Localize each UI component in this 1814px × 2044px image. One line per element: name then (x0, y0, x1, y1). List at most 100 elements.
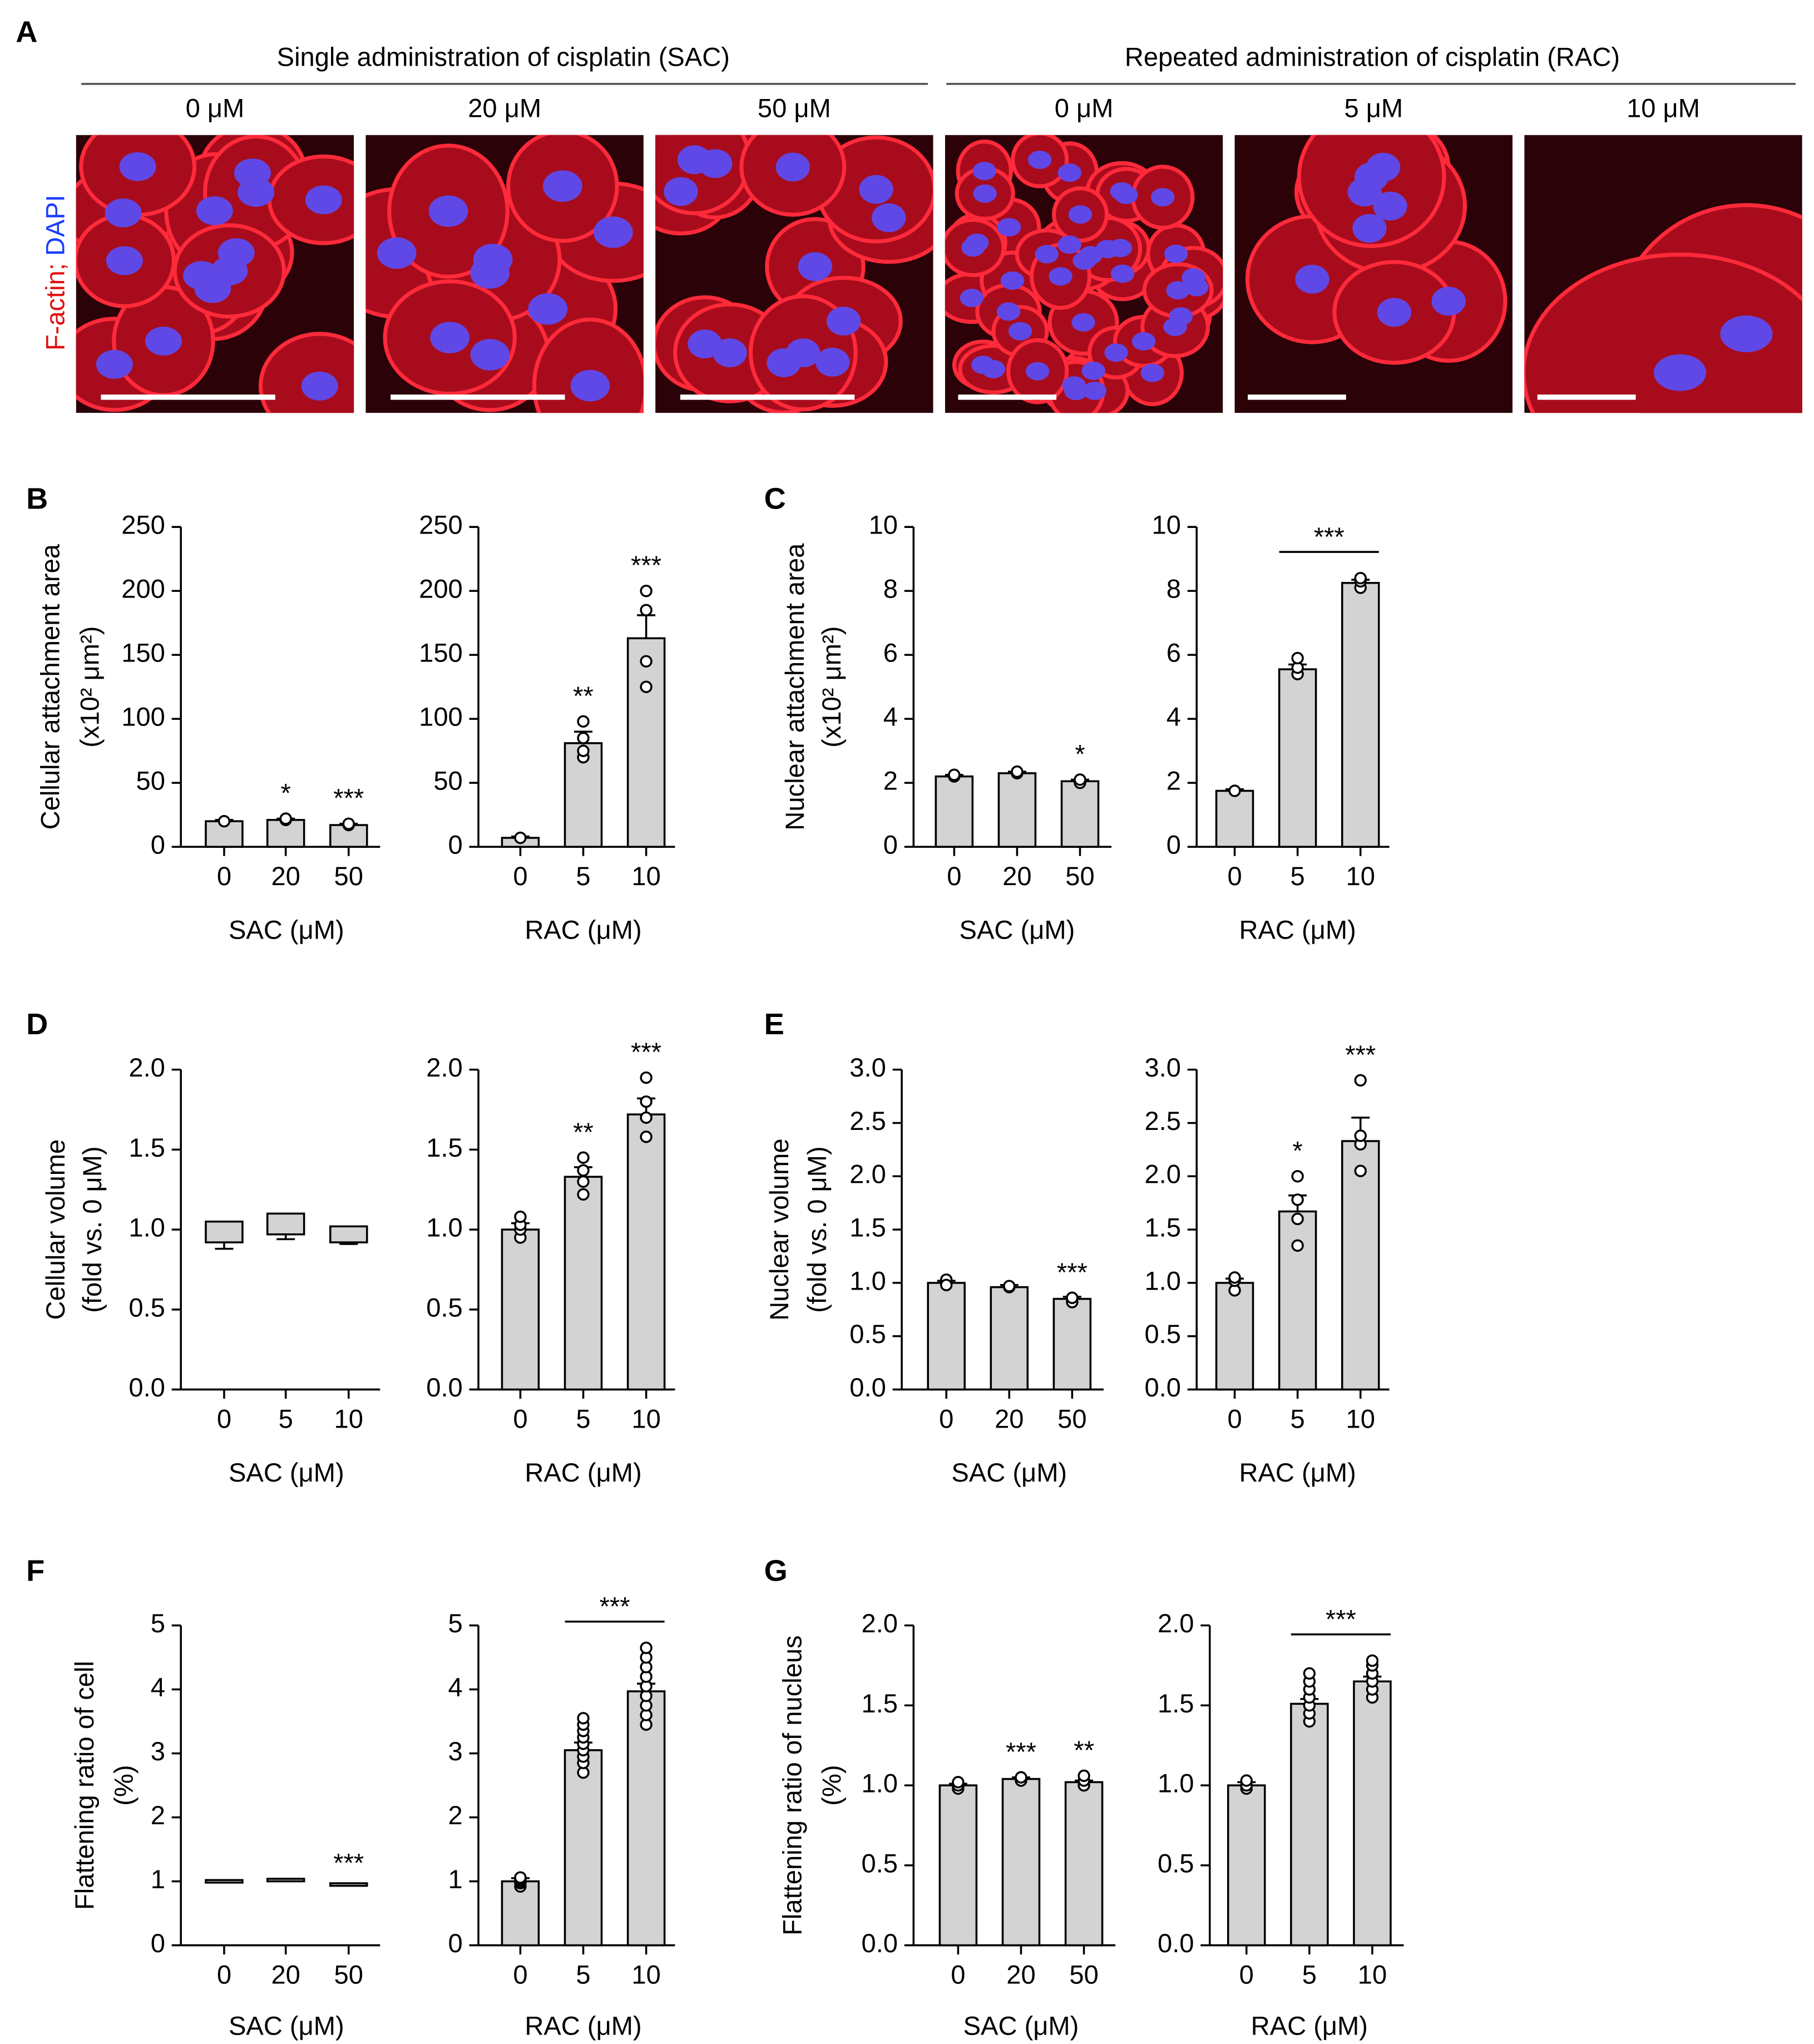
bar (1064, 1781, 1104, 1947)
nucleus (1373, 191, 1407, 221)
y-tick-label: 100 (121, 702, 165, 732)
nucleus (1008, 322, 1032, 340)
nucleus (972, 161, 996, 180)
y-tick-label: 3.0 (1144, 1053, 1181, 1082)
scale-bar (101, 394, 275, 400)
y-tick-label: 2.0 (849, 1159, 886, 1189)
significance: *** (1006, 1737, 1036, 1766)
nucleus (1352, 214, 1387, 243)
significance: ** (573, 681, 594, 710)
y-tick-label: 1.0 (128, 1213, 165, 1242)
dose-label: 20 μM (468, 93, 541, 122)
data-point (577, 732, 590, 744)
nucleus (664, 177, 698, 206)
nucleus (211, 256, 248, 285)
bar (1290, 1702, 1329, 1947)
bar (997, 772, 1037, 848)
y-axis-label: Flattening ratio of cell (70, 1661, 99, 1910)
nucleus (1114, 185, 1138, 204)
y-tick-label: 0 (448, 830, 463, 860)
y-tick-label: 50 (433, 766, 462, 796)
data-point (640, 604, 653, 616)
nucleus (1083, 382, 1107, 401)
x-tick-label: 10 (334, 1404, 363, 1434)
data-point (514, 1871, 527, 1884)
data-point (952, 1776, 965, 1789)
y-axis-label: (x10² μm²) (75, 626, 104, 748)
nucleus (428, 195, 468, 227)
nucleus (786, 338, 820, 368)
nucleus (872, 203, 906, 233)
significance: *** (631, 550, 661, 580)
data-point (1303, 1667, 1316, 1680)
data-point (940, 1278, 953, 1291)
nucleus (594, 216, 633, 248)
y-tick-label: 1.5 (128, 1133, 165, 1162)
x-axis-label: SAC (μM) (963, 2011, 1079, 2040)
significance: ** (573, 1117, 594, 1147)
y-tick-label: 1.5 (1158, 1688, 1194, 1718)
data-point (577, 1151, 590, 1164)
significance: *** (333, 783, 364, 813)
y-tick-label: 2.0 (1158, 1608, 1194, 1638)
y-tick-label: 2.0 (862, 1608, 898, 1638)
bar (1215, 789, 1254, 848)
x-tick-label: 5 (576, 861, 590, 891)
nucleus (1071, 313, 1095, 332)
panel-label: B (26, 482, 48, 515)
nucleus (1057, 163, 1082, 182)
y-tick-label: 250 (121, 510, 165, 540)
x-tick-label: 5 (1291, 1404, 1305, 1434)
micrograph (1524, 135, 1802, 413)
y-tick-label: 3.0 (849, 1053, 886, 1082)
nucleus (1000, 271, 1025, 290)
nucleus (961, 238, 985, 257)
dose-label: 10 μM (1627, 93, 1700, 122)
y-tick-label: 100 (419, 702, 463, 732)
dose-label: 5 μM (1344, 93, 1403, 122)
data-point (640, 680, 653, 693)
significance: *** (333, 1848, 364, 1878)
y-tick-label: 8 (883, 574, 898, 604)
panel-label: F (26, 1554, 45, 1588)
y-tick-label: 1.5 (1144, 1213, 1181, 1242)
dose-label: 0 μM (186, 93, 245, 122)
x-tick-label: 10 (631, 1404, 660, 1434)
nucleus (960, 288, 984, 307)
nucleus (996, 302, 1021, 321)
x-tick-label: 0 (513, 861, 527, 891)
nucleus (1163, 318, 1187, 337)
nucleus (1057, 235, 1081, 254)
bar (1060, 780, 1100, 848)
bar (1227, 1784, 1266, 1947)
dose-label: 0 μM (1055, 93, 1114, 122)
bar (626, 1113, 666, 1391)
data-point (1291, 1193, 1304, 1206)
whisker (215, 1242, 234, 1250)
y-tick-label: 2 (883, 766, 898, 796)
y-tick-label: 1 (448, 1864, 463, 1894)
y-tick-label: 1.0 (849, 1266, 886, 1295)
y-tick-label: 200 (121, 574, 165, 604)
y-tick-label: 4 (1167, 702, 1181, 732)
y-tick-label: 0 (151, 1928, 165, 1958)
significance: *** (631, 1037, 661, 1067)
bar (935, 775, 974, 848)
y-tick-label: 0.5 (128, 1292, 165, 1322)
data-point (1291, 1239, 1304, 1252)
bar (938, 1784, 978, 1947)
nucleus (543, 170, 582, 202)
panel-label: G (764, 1554, 788, 1588)
y-tick-label: 2.5 (849, 1106, 886, 1135)
bar (1215, 1282, 1254, 1391)
scale-bar (1248, 394, 1346, 400)
data-point (640, 1071, 653, 1084)
x-tick-label: 0 (513, 1404, 527, 1434)
error-bar (637, 614, 656, 639)
y-tick-label: 0.5 (862, 1848, 898, 1878)
bar (990, 1286, 1029, 1391)
data-point (1074, 773, 1086, 786)
data-point (577, 1188, 590, 1201)
nucleus (105, 198, 142, 228)
